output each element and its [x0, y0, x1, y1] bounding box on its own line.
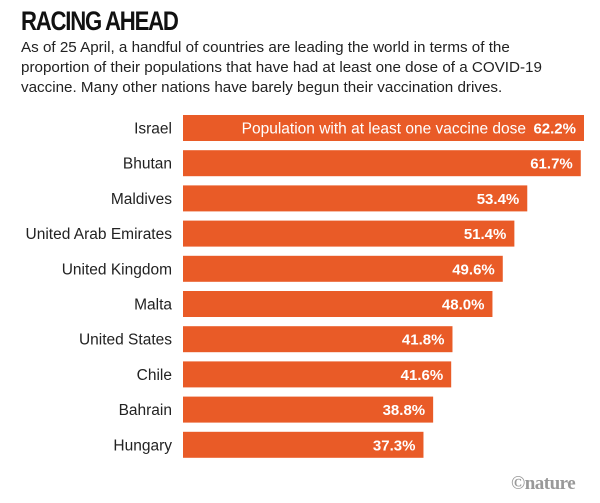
category-label: Israel: [134, 121, 172, 138]
nature-logo: ©nature: [511, 473, 576, 494]
value-label: 53.4%: [477, 191, 520, 208]
bar: [183, 150, 581, 177]
value-label: 61.7%: [530, 156, 573, 173]
bar: [183, 396, 434, 423]
chart-title: RACING AHEAD: [21, 6, 179, 36]
category-label: Bahrain: [119, 402, 172, 419]
value-label: 38.8%: [383, 402, 426, 419]
value-label: 49.6%: [452, 261, 495, 278]
category-label: Hungary: [113, 437, 172, 454]
bar: [183, 431, 424, 458]
value-label: 48.0%: [442, 297, 485, 314]
bar: [183, 185, 528, 212]
category-label: Malta: [134, 297, 172, 314]
bar: [183, 220, 515, 247]
category-label: Chile: [137, 367, 172, 384]
bar: [183, 255, 503, 282]
bar: [183, 115, 584, 141]
value-label: 41.6%: [401, 367, 444, 384]
value-label: 62.2%: [533, 121, 576, 138]
value-label: 37.3%: [373, 437, 416, 454]
chart-subtitle: As of 25 April, a handful of countries a…: [21, 39, 542, 96]
series-label: Population with at least one vaccine dos…: [242, 121, 526, 138]
value-label: 41.8%: [402, 332, 445, 349]
bar: [183, 361, 452, 388]
category-label: Maldives: [111, 191, 172, 208]
category-label: Bhutan: [123, 156, 172, 173]
category-label: United States: [79, 332, 172, 349]
value-label: 51.4%: [464, 226, 507, 243]
category-label: United Kingdom: [62, 261, 172, 278]
bar: [183, 291, 493, 317]
category-label: United Arab Emirates: [26, 226, 173, 243]
bar: [183, 326, 453, 353]
